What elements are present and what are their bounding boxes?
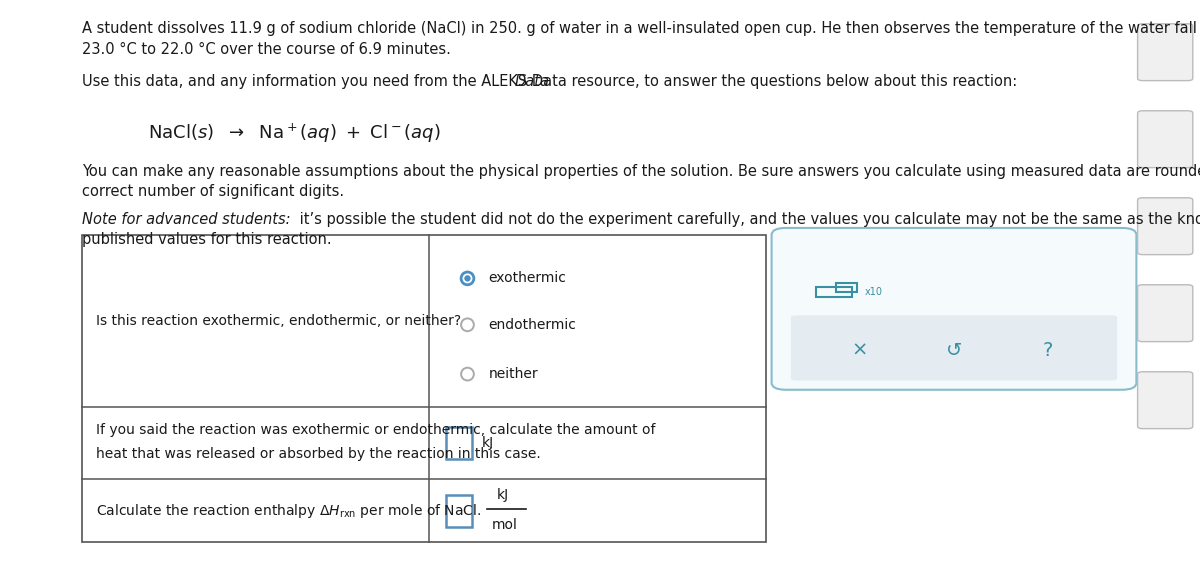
Text: heat that was released or absorbed by the reaction in this case.: heat that was released or absorbed by th… — [96, 447, 541, 461]
Text: correct number of significant digits.: correct number of significant digits. — [82, 184, 343, 200]
FancyBboxPatch shape — [791, 316, 1117, 380]
Text: endothermic: endothermic — [488, 318, 576, 332]
Text: Use this data, and any information you need from the ALEKS ​​Data​ resource, to : Use this data, and any information you n… — [82, 74, 1016, 89]
Text: $\mathrm{NaCl}(s)\ \ \rightarrow\ \ \mathrm{Na}^+(aq)\ +\ \mathrm{Cl}^-(aq)$: $\mathrm{NaCl}(s)\ \ \rightarrow\ \ \mat… — [148, 122, 440, 145]
FancyBboxPatch shape — [446, 427, 473, 459]
Text: Is this reaction exothermic, endothermic, or neither?: Is this reaction exothermic, endothermic… — [96, 314, 461, 328]
FancyBboxPatch shape — [1138, 24, 1193, 81]
FancyBboxPatch shape — [446, 495, 473, 527]
Text: ↺: ↺ — [946, 341, 962, 360]
Text: published values for this reaction.: published values for this reaction. — [82, 232, 331, 247]
Text: Calculate the reaction enthalpy $\Delta H_{\mathrm{rxn}}$ per mole of NaCl.: Calculate the reaction enthalpy $\Delta … — [96, 502, 481, 520]
Text: neither: neither — [488, 367, 538, 381]
Text: If you said the reaction was exothermic or endothermic, calculate the amount of: If you said the reaction was exothermic … — [96, 423, 655, 437]
Text: x10: x10 — [864, 287, 883, 297]
FancyBboxPatch shape — [1138, 111, 1193, 168]
Text: A student dissolves 11.9 g of sodium chloride ​(NaCl)​ in 250. g of water in a w: A student dissolves 11.9 g of sodium chl… — [82, 21, 1200, 37]
FancyBboxPatch shape — [1138, 198, 1193, 255]
Text: mol: mol — [492, 519, 517, 532]
Text: 23.0 °C to 22.0 °C over the course of 6.9 minutes.: 23.0 °C to 22.0 °C over the course of 6.… — [82, 42, 450, 57]
Text: kJ: kJ — [482, 436, 494, 450]
Text: ?: ? — [1043, 341, 1054, 360]
Text: You can make any reasonable assumptions about the physical properties of the sol: You can make any reasonable assumptions … — [82, 164, 1200, 179]
Text: it’s possible the student did not do the experiment carefully, and the values yo: it’s possible the student did not do the… — [295, 212, 1200, 227]
FancyBboxPatch shape — [1138, 285, 1193, 342]
Text: Data: Data — [515, 74, 550, 89]
FancyBboxPatch shape — [1138, 372, 1193, 429]
Ellipse shape — [464, 275, 470, 281]
FancyBboxPatch shape — [772, 228, 1136, 390]
Text: Note for advanced students:: Note for advanced students: — [82, 212, 290, 227]
Text: ×: × — [852, 341, 868, 360]
Text: kJ: kJ — [497, 488, 509, 502]
Text: exothermic: exothermic — [488, 271, 566, 285]
